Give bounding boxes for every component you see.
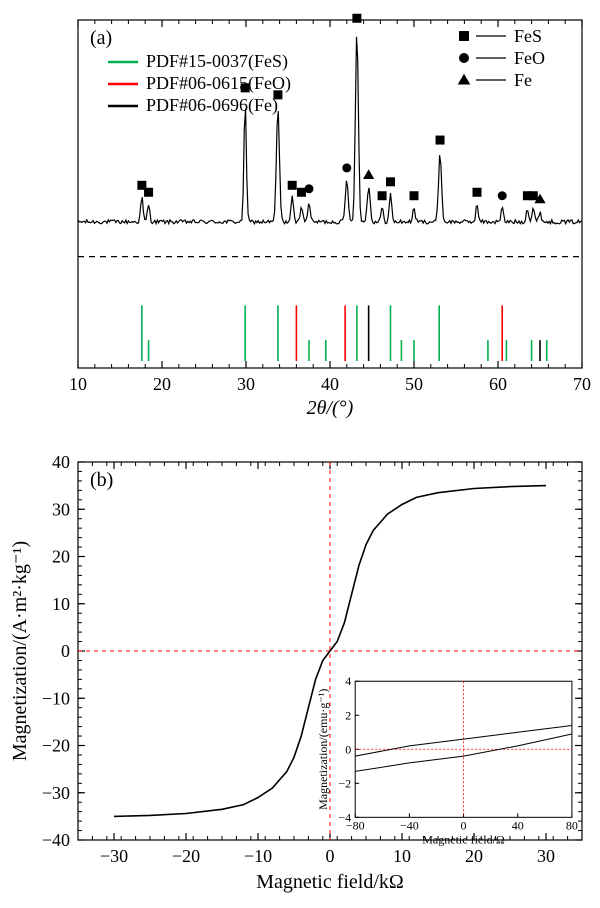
- svg-text:20: 20: [52, 547, 70, 567]
- svg-text:−10: −10: [244, 846, 272, 866]
- svg-text:40: 40: [321, 374, 339, 394]
- svg-text:30: 30: [537, 846, 555, 866]
- svg-text:20: 20: [465, 846, 483, 866]
- panel-b: −30−20−100102030−40−30−20−10010203040Mag…: [0, 450, 600, 900]
- svg-text:−4: −4: [338, 810, 351, 824]
- svg-text:Fe: Fe: [514, 70, 532, 90]
- svg-text:−10: −10: [42, 688, 70, 708]
- svg-text:FeO: FeO: [514, 48, 545, 68]
- svg-text:4: 4: [345, 674, 351, 688]
- hysteresis-chart: −30−20−100102030−40−30−20−10010203040Mag…: [0, 450, 600, 900]
- svg-text:0: 0: [61, 641, 70, 661]
- svg-text:30: 30: [52, 499, 70, 519]
- svg-text:PDF#15-0037(FeS): PDF#15-0037(FeS): [146, 51, 288, 72]
- svg-text:70: 70: [573, 374, 591, 394]
- svg-text:10: 10: [69, 374, 87, 394]
- svg-text:2θ/(°): 2θ/(°): [307, 397, 354, 419]
- svg-text:(a): (a): [90, 27, 112, 49]
- svg-text:FeS: FeS: [514, 26, 542, 46]
- svg-text:2: 2: [345, 708, 351, 722]
- svg-text:−30: −30: [42, 783, 70, 803]
- svg-text:10: 10: [52, 594, 70, 614]
- svg-text:−20: −20: [172, 846, 200, 866]
- svg-text:0: 0: [461, 818, 467, 832]
- svg-text:0: 0: [326, 846, 335, 866]
- svg-text:Magnetization/(A·m²·kg⁻¹): Magnetization/(A·m²·kg⁻¹): [9, 541, 31, 761]
- svg-text:80: 80: [566, 818, 578, 832]
- svg-text:Magnetic field/Ω: Magnetic field/Ω: [422, 832, 505, 846]
- xrd-chart: 102030405060702θ/(°)(a)PDF#15-0037(FeS)P…: [0, 8, 600, 428]
- svg-text:50: 50: [405, 374, 423, 394]
- svg-text:40: 40: [52, 452, 70, 472]
- svg-text:10: 10: [393, 846, 411, 866]
- svg-text:Magnetic field/kΩ: Magnetic field/kΩ: [256, 871, 404, 893]
- svg-text:40: 40: [512, 818, 524, 832]
- panel-a: 102030405060702θ/(°)(a)PDF#15-0037(FeS)P…: [0, 8, 600, 428]
- svg-text:30: 30: [237, 374, 255, 394]
- svg-text:PDF#06-0696(Fe): PDF#06-0696(Fe): [146, 95, 278, 116]
- figure-page: 102030405060702θ/(°)(a)PDF#15-0037(FeS)P…: [0, 0, 600, 908]
- svg-text:20: 20: [153, 374, 171, 394]
- svg-text:−2: −2: [338, 776, 351, 790]
- svg-text:−30: −30: [100, 846, 128, 866]
- svg-text:Magnetization/(emu·g⁻¹): Magnetization/(emu·g⁻¹): [316, 689, 330, 810]
- svg-text:−20: −20: [42, 736, 70, 756]
- svg-text:(b): (b): [90, 469, 113, 491]
- svg-text:PDF#06-0615(FeO): PDF#06-0615(FeO): [146, 73, 291, 94]
- svg-text:60: 60: [489, 374, 507, 394]
- svg-text:−40: −40: [42, 830, 70, 850]
- svg-text:−40: −40: [400, 818, 419, 832]
- svg-text:0: 0: [345, 742, 351, 756]
